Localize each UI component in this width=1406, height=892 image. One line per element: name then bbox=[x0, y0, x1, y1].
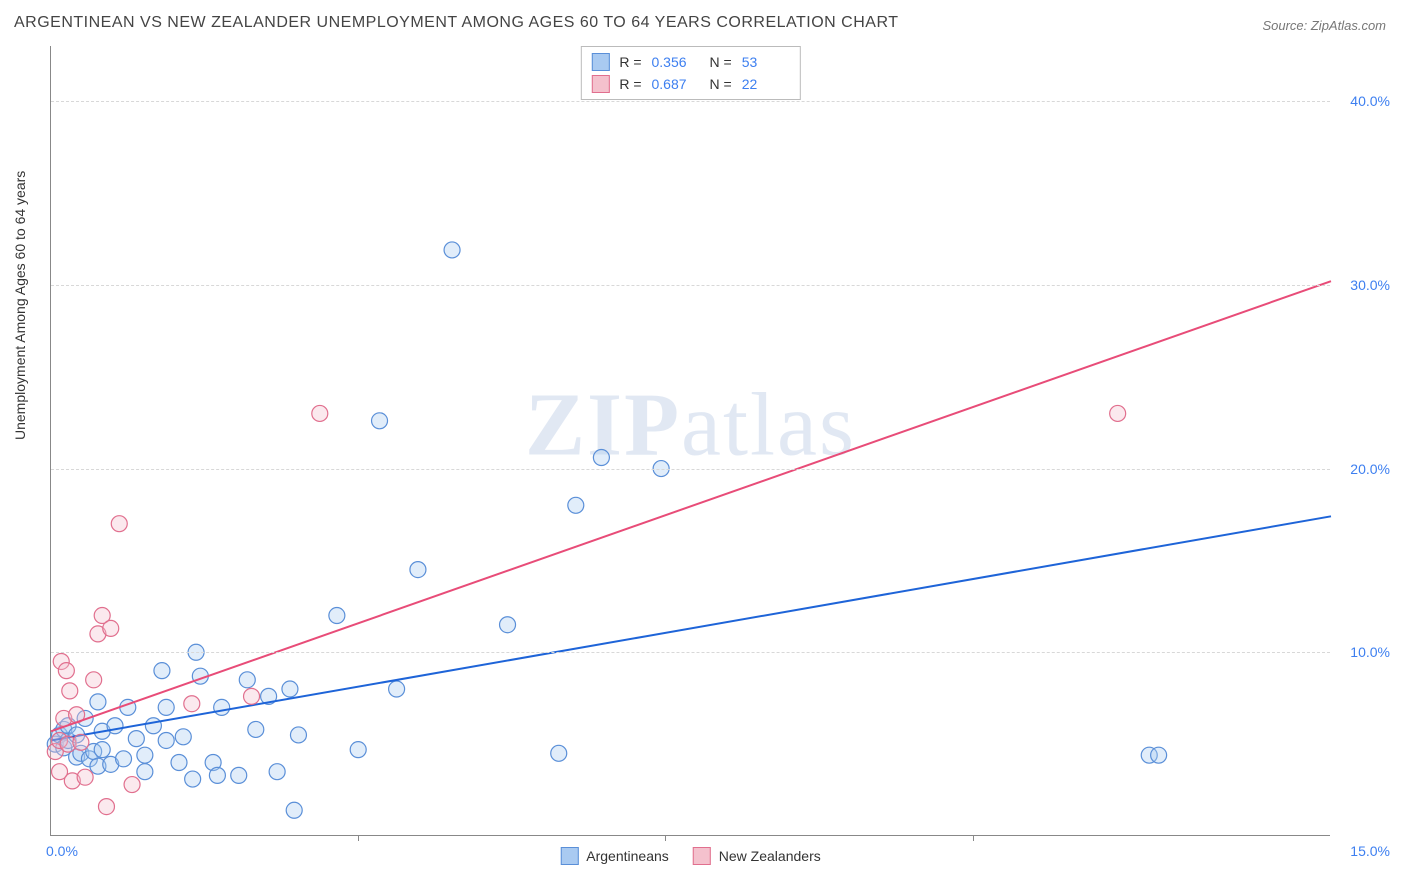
legend-item: Argentineans bbox=[560, 847, 669, 865]
x-tick-mark bbox=[358, 835, 359, 841]
data-point bbox=[282, 681, 298, 697]
y-tick-label: 40.0% bbox=[1340, 93, 1390, 109]
data-point bbox=[290, 727, 306, 743]
x-tick-max: 15.0% bbox=[1340, 843, 1390, 859]
r-value: 0.356 bbox=[652, 54, 700, 70]
legend-swatch bbox=[591, 75, 609, 93]
n-label: N = bbox=[710, 76, 732, 92]
data-point bbox=[175, 729, 191, 745]
data-point bbox=[111, 516, 127, 532]
y-tick-label: 10.0% bbox=[1340, 644, 1390, 660]
data-point bbox=[77, 769, 93, 785]
data-point bbox=[171, 755, 187, 771]
legend-swatch bbox=[560, 847, 578, 865]
y-tick-label: 20.0% bbox=[1340, 461, 1390, 477]
legend-swatch bbox=[693, 847, 711, 865]
data-point bbox=[1151, 747, 1167, 763]
data-point bbox=[410, 562, 426, 578]
data-point bbox=[248, 721, 264, 737]
r-value: 0.687 bbox=[652, 76, 700, 92]
data-point bbox=[568, 497, 584, 513]
gridline bbox=[51, 469, 1330, 470]
data-point bbox=[94, 742, 110, 758]
r-label: R = bbox=[619, 76, 641, 92]
gridline bbox=[51, 285, 1330, 286]
chart-title: ARGENTINEAN VS NEW ZEALANDER UNEMPLOYMEN… bbox=[14, 14, 898, 32]
stats-legend: R = 0.356 N = 53 R = 0.687 N = 22 bbox=[580, 46, 800, 100]
gridline bbox=[51, 101, 1330, 102]
data-point bbox=[239, 672, 255, 688]
data-point bbox=[389, 681, 405, 697]
series-legend: Argentineans New Zealanders bbox=[560, 847, 820, 865]
gridline bbox=[51, 652, 1330, 653]
n-value: 53 bbox=[742, 54, 790, 70]
data-point bbox=[593, 450, 609, 466]
data-point bbox=[231, 767, 247, 783]
chart-svg bbox=[51, 46, 1330, 835]
x-tick-min: 0.0% bbox=[46, 843, 78, 859]
legend-item: New Zealanders bbox=[693, 847, 821, 865]
data-point bbox=[286, 802, 302, 818]
data-point bbox=[158, 732, 174, 748]
data-point bbox=[244, 688, 260, 704]
data-point bbox=[1110, 405, 1126, 421]
data-point bbox=[128, 731, 144, 747]
y-tick-label: 30.0% bbox=[1340, 277, 1390, 293]
data-point bbox=[372, 413, 388, 429]
x-tick-mark bbox=[973, 835, 974, 841]
data-point bbox=[551, 745, 567, 761]
data-point bbox=[116, 751, 132, 767]
trend-line bbox=[51, 516, 1331, 740]
data-point bbox=[329, 608, 345, 624]
data-point bbox=[500, 617, 516, 633]
data-point bbox=[73, 734, 89, 750]
data-point bbox=[312, 405, 328, 421]
plot-area: ZIPatlas R =0.356N =53R =0.687N =22 0.0%… bbox=[50, 46, 1330, 836]
data-point bbox=[107, 718, 123, 734]
stats-row: R = 0.687 N = 22 bbox=[591, 73, 789, 95]
data-point bbox=[137, 747, 153, 763]
data-point bbox=[58, 663, 74, 679]
data-point bbox=[154, 663, 170, 679]
source-label: Source: ZipAtlas.com bbox=[1262, 18, 1386, 33]
data-point bbox=[86, 672, 102, 688]
data-point bbox=[269, 764, 285, 780]
data-point bbox=[137, 764, 153, 780]
data-point bbox=[350, 742, 366, 758]
legend-label: Argentineans bbox=[586, 848, 669, 864]
x-tick-mark bbox=[665, 835, 666, 841]
data-point bbox=[124, 777, 140, 793]
data-point bbox=[214, 699, 230, 715]
data-point bbox=[209, 767, 225, 783]
trend-line bbox=[51, 281, 1331, 731]
r-label: R = bbox=[619, 54, 641, 70]
data-point bbox=[98, 799, 114, 815]
data-point bbox=[158, 699, 174, 715]
data-point bbox=[444, 242, 460, 258]
data-point bbox=[145, 718, 161, 734]
data-point bbox=[103, 620, 119, 636]
n-label: N = bbox=[710, 54, 732, 70]
n-value: 22 bbox=[742, 76, 790, 92]
stats-row: R = 0.356 N = 53 bbox=[591, 51, 789, 73]
data-point bbox=[184, 696, 200, 712]
legend-label: New Zealanders bbox=[719, 848, 821, 864]
legend-swatch bbox=[591, 53, 609, 71]
data-point bbox=[90, 694, 106, 710]
data-point bbox=[62, 683, 78, 699]
y-axis-label: Unemployment Among Ages 60 to 64 years bbox=[12, 171, 28, 440]
data-point bbox=[185, 771, 201, 787]
